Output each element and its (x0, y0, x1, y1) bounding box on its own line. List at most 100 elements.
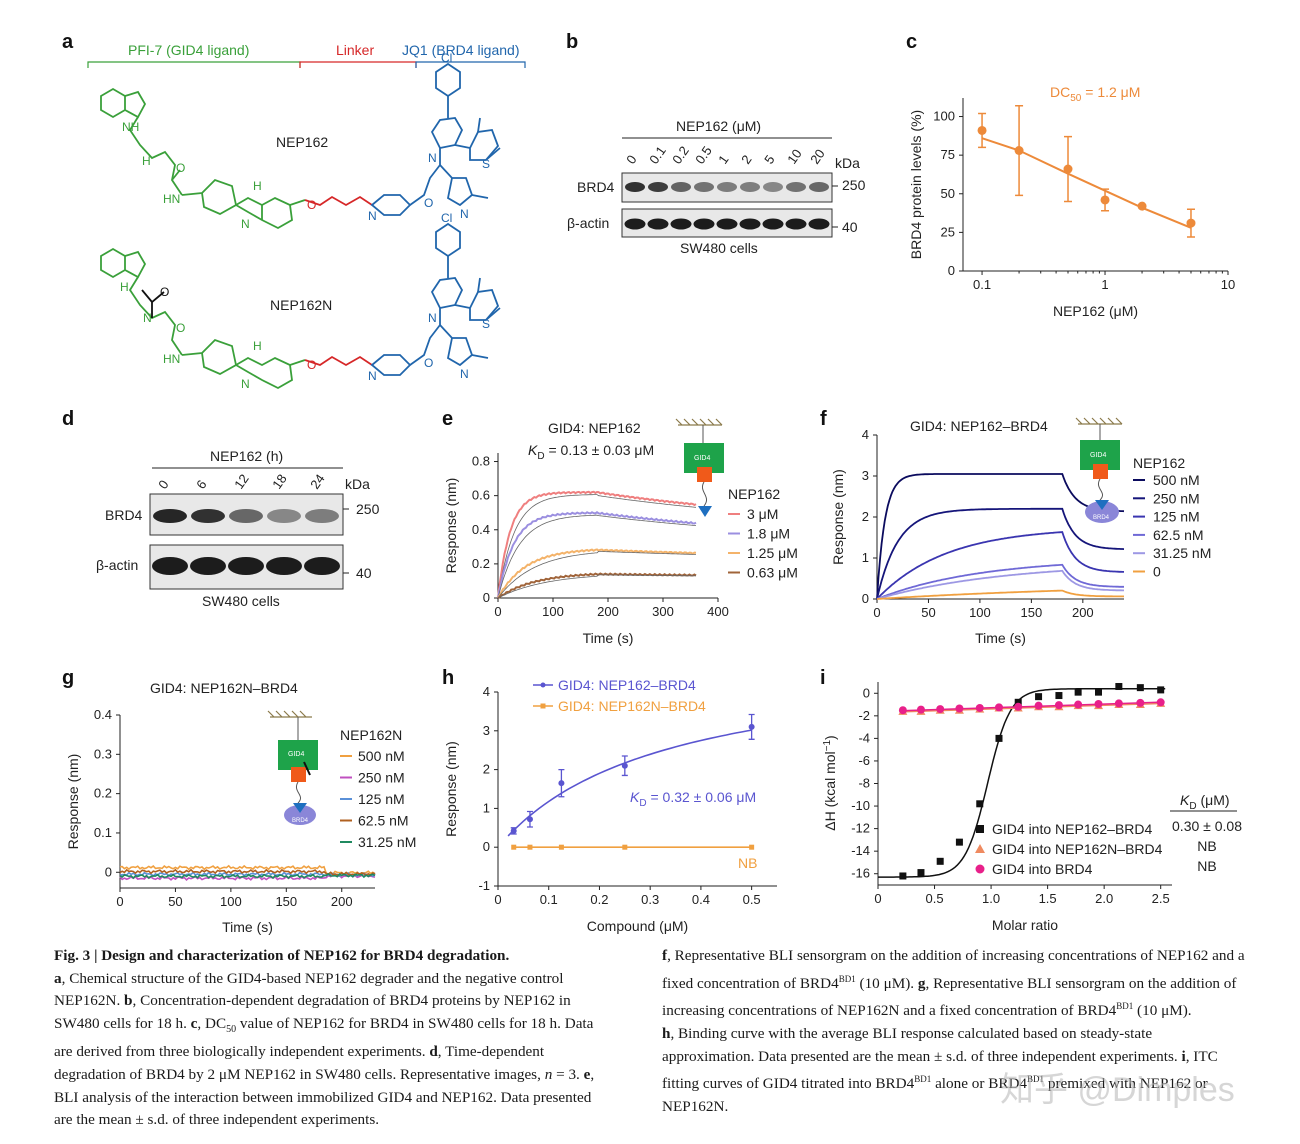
f-series-line (876, 531, 1124, 600)
x-tick-label: 0 (873, 605, 880, 620)
caption-part-i2: alone or BRD4 (931, 1075, 1028, 1093)
y-tick-label: 0.3 (94, 746, 112, 761)
c-data-point (1063, 164, 1073, 174)
y-tick-label: -12 (851, 821, 870, 836)
e-legend-label: 0.63 μM (747, 565, 798, 581)
caption-part-b: , Concentration-dependent degradation of… (54, 992, 571, 1032)
e-ligand-square (697, 467, 712, 482)
molecule-nep162n: H O N O HN H N O N O N Cl S N (100, 211, 501, 391)
wb-b-band-actin (762, 218, 784, 230)
i-data-point (917, 869, 925, 877)
f-legend-title: NEP162 (1133, 455, 1185, 471)
h-data-point (558, 780, 565, 787)
y-tick-label: 3 (862, 468, 869, 483)
y-tick-label: 0.6 (472, 488, 490, 503)
wb-b-band-brd4 (625, 182, 645, 192)
caption-part-h: , Binding curve with the average BLI res… (662, 1024, 1182, 1065)
wb-d-lane-labels: 0 6 12 18 24 (155, 471, 328, 491)
caption-sup-g: BD1 (1116, 1001, 1134, 1012)
h-data-point (621, 762, 628, 769)
caption-sup-f: BD1 (838, 973, 856, 984)
g-legend-label: 250 nM (358, 770, 405, 786)
h-legend-label: GID4: NEP162N–BRD4 (558, 698, 706, 714)
caption-label-a: a (54, 969, 62, 987)
i-kd-h-rest: (μM) (1197, 792, 1230, 808)
h-data-point (510, 827, 517, 834)
y-tick-label: 4 (483, 684, 490, 699)
wb-d-lane-label: 18 (269, 471, 290, 491)
c-data-point (977, 125, 987, 135)
i-kd-value: NB (1197, 838, 1216, 854)
atom-nh: NH (122, 120, 139, 134)
panel-e: e GID4: NEP162 KD = 0.13 ± 0.03 μM 0 100 2… (442, 408, 798, 646)
x-tick-label: 1.0 (982, 891, 1000, 906)
e-series-line (497, 510, 697, 598)
wb-b-band-brd4 (694, 182, 714, 192)
f-legend-label: 125 nM (1153, 509, 1200, 525)
i-data-point (899, 872, 907, 880)
i-data-point (994, 703, 1003, 712)
caption-label-c: c (190, 1014, 198, 1032)
molecule-name-nep162n: NEP162N (270, 297, 332, 313)
wb-d-band-brd4 (191, 509, 225, 523)
panel-label-f: f (820, 408, 827, 430)
atom-h-2: H (253, 339, 262, 353)
wb-b-band-brd4 (786, 182, 806, 192)
x-tick-label: 50 (921, 605, 935, 620)
wb-b-lane-label: 1 (715, 152, 731, 167)
e-fit-line (497, 574, 696, 599)
h-data-point (558, 844, 564, 850)
c-data-point (1014, 146, 1024, 156)
c-dc50-sub: 50 (1070, 93, 1082, 104)
x-tick-label: 0.1 (540, 892, 558, 907)
wb-d-kda-header: kDa (345, 476, 370, 492)
panel-label-d: d (62, 408, 74, 430)
atom-hn: HN (163, 192, 180, 206)
i-data-point (1035, 693, 1043, 701)
atom-nh-2: H (142, 154, 151, 168)
x-tick-label: 0 (116, 894, 123, 909)
y-tick-label: 0 (483, 839, 490, 854)
h-kd-rest: = 0.32 ± 0.06 μM (647, 789, 757, 805)
atom-n-pip-2: N (368, 369, 377, 383)
panel-g: g GID4: NEP162N–BRD4 0 50 100 150 200 0 0.1 0.2… (62, 667, 416, 935)
i-data-point (1034, 701, 1043, 710)
e-series-line (497, 490, 697, 599)
wb-b-band-brd4 (717, 182, 737, 192)
wb-b-lane-label: 2 (738, 152, 754, 167)
wb-b-band-brd4 (648, 182, 668, 192)
wb-b-lane-label: 5 (761, 152, 777, 167)
panel-i: i 0 0.5 1.0 1.5 2.0 2.5 0 -2 -4 -6 -8 -10 -12 -14 -16 M… (820, 667, 1242, 933)
caption-right-column: f, Representative BLI sensorgram on the … (662, 945, 1247, 1118)
chart-i: 0 0.5 1.0 1.5 2.0 2.5 0 -2 -4 -6 -8 -10 -12 -14 -16 Mol… (822, 682, 1242, 933)
e-fit-line (497, 551, 697, 599)
caption-label-f: f (662, 947, 668, 964)
x-tick-label: 200 (331, 894, 353, 909)
chart-e: 0 100 200 300 400 0 0.2 0.4 0.6 0.8 Time (s) Respon… (443, 453, 798, 646)
panel-label-i: i (820, 667, 826, 689)
i-data-point (1115, 683, 1123, 691)
atom-o-amide: O (424, 196, 433, 210)
i-data-point (1094, 699, 1103, 708)
x-tick-label: 0.5 (925, 891, 943, 906)
atom-cl: Cl (441, 51, 452, 65)
x-tick-label: 0.1 (973, 277, 991, 292)
wb-d-band-brd4 (267, 509, 301, 523)
wb-b-kda-250: 250 (842, 177, 866, 193)
wb-d-band-actin (266, 557, 302, 575)
y-tick-label: 0 (483, 590, 490, 605)
wb-b-lane-label: 0 (623, 152, 639, 167)
y-tick-label: 50 (941, 186, 955, 201)
i-data-point (1156, 698, 1165, 707)
x-tick-label: 0 (494, 604, 501, 619)
wb-b-row-brd4: BRD4 (577, 179, 615, 195)
atom-hn-2: H (120, 280, 129, 294)
segment-linker: Linker (336, 42, 374, 58)
i-data-point (1074, 688, 1082, 696)
h-fit-line (507, 729, 752, 837)
g-gid4-text: GID4 (288, 751, 304, 758)
h-kd-sub: D (639, 798, 646, 809)
h-legend-label: GID4: NEP162–BRD4 (558, 677, 696, 693)
i-data-point (1114, 699, 1123, 708)
